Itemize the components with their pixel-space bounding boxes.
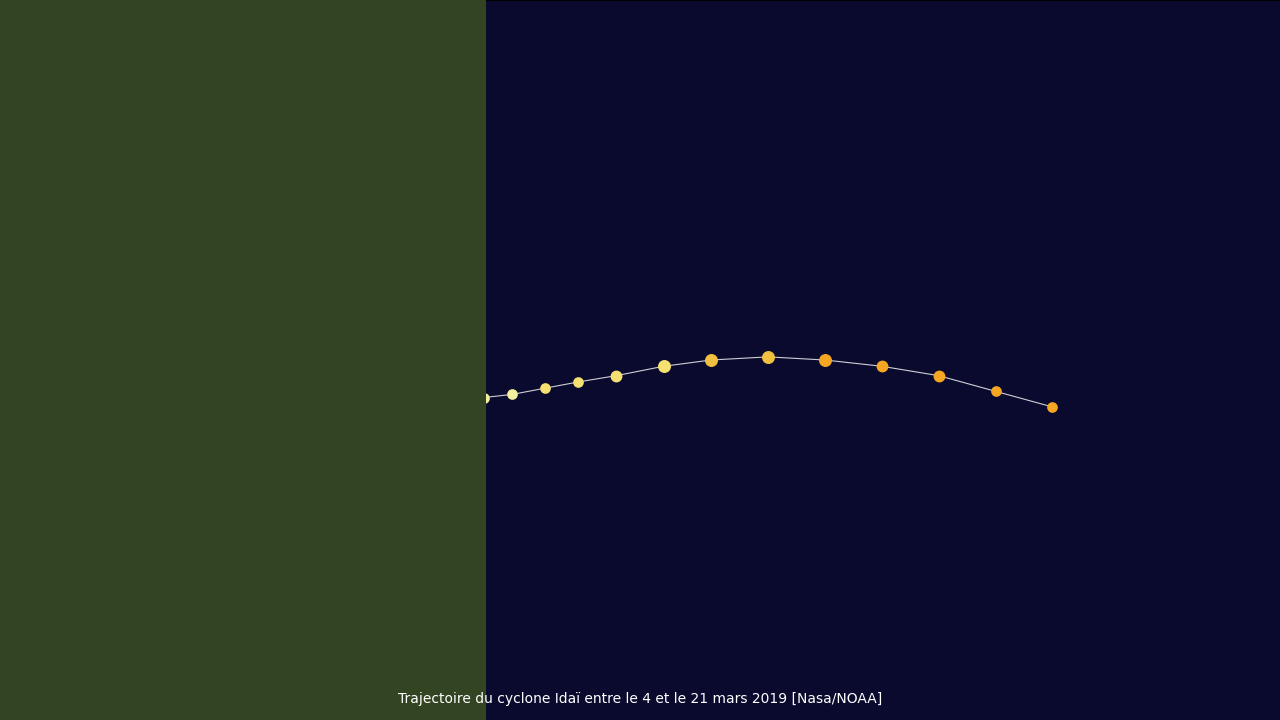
Text: Trajectoire du cyclone Idaï entre le 4 et le 21 mars 2019 [Nasa/NOAA]: Trajectoire du cyclone Idaï entre le 4 e…	[398, 692, 882, 706]
